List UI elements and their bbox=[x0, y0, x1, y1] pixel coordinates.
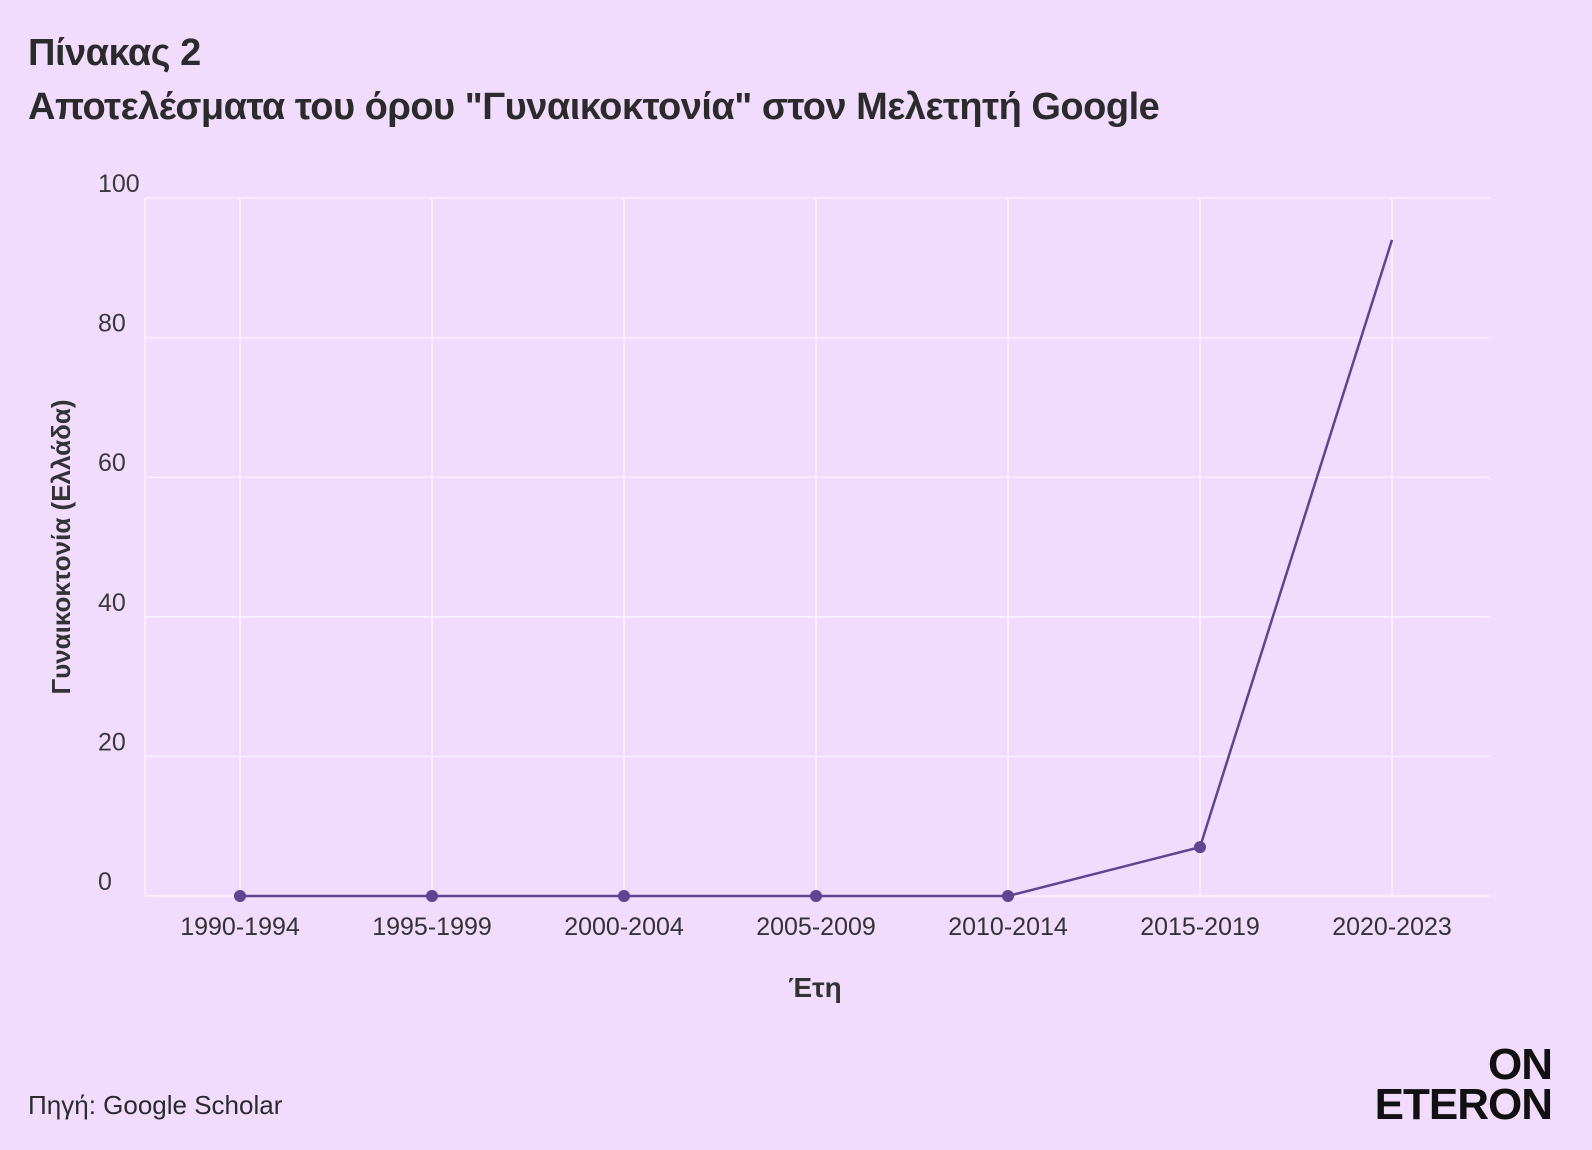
x-tick-label: 2000-2004 bbox=[564, 913, 684, 941]
y-axis-title: Γυναικοκτονία (Ελλάδα) bbox=[46, 399, 76, 694]
logo-line-2: ETERON bbox=[1374, 1080, 1553, 1129]
brand-logo: ON ETERON bbox=[1374, 1040, 1553, 1129]
data-series bbox=[234, 239, 1394, 902]
x-tick-label: 2020-2023 bbox=[1332, 913, 1452, 941]
x-tick-label: 2005-2009 bbox=[756, 913, 876, 941]
x-tick-label: 1990-1994 bbox=[180, 913, 300, 941]
logo-line-1: ON bbox=[1488, 1040, 1553, 1089]
data-point bbox=[1002, 890, 1014, 902]
axis-ticks: 0 20 40 60 80 100 1990-1994 1995-1999 2000-2004 2… bbox=[98, 170, 1452, 941]
y-tick-label: 40 bbox=[98, 589, 126, 617]
chart-title-line-2: Αποτελέσματα του όρου "Γυναικοκτονία" στ… bbox=[28, 86, 1160, 128]
x-axis-title: Έτη bbox=[788, 972, 841, 1003]
y-tick-label: 60 bbox=[98, 449, 126, 477]
x-tick-label: 2010-2014 bbox=[948, 913, 1068, 941]
y-tick-label: 0 bbox=[98, 868, 112, 896]
data-point bbox=[426, 890, 438, 902]
chart-title-line-1: Πίνακας 2 bbox=[28, 32, 201, 74]
data-point bbox=[618, 890, 630, 902]
y-tick-label: 100 bbox=[98, 170, 140, 198]
data-point bbox=[1194, 841, 1206, 854]
grid-lines bbox=[144, 197, 1490, 897]
data-point bbox=[234, 890, 246, 902]
source-note: Πηγή: Google Scholar bbox=[28, 1090, 283, 1120]
x-tick-label: 1995-1999 bbox=[372, 913, 492, 941]
y-tick-label: 80 bbox=[98, 310, 126, 338]
line-chart: 0 20 40 60 80 100 1990-1994 1995-1999 2000-2004 2… bbox=[46, 170, 1490, 1003]
x-tick-label: 2015-2019 bbox=[1140, 913, 1260, 941]
data-point bbox=[810, 890, 822, 902]
y-tick-label: 20 bbox=[98, 728, 126, 756]
